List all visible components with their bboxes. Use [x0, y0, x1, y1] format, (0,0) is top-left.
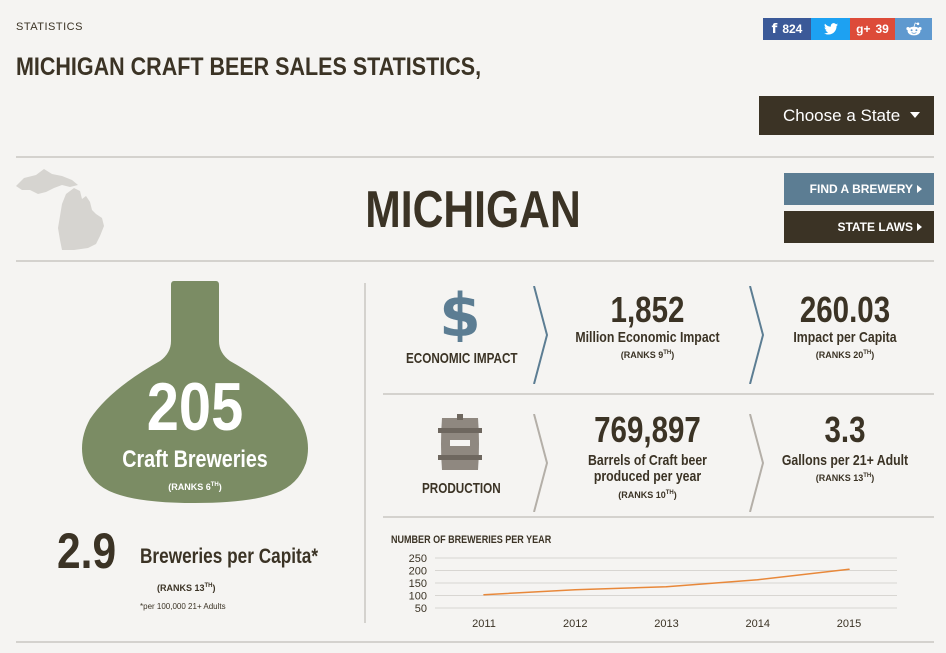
caret-down-icon — [910, 112, 920, 118]
production-label: PRODUCTION — [422, 480, 501, 497]
gallons-per-adult-label: Gallons per 21+ Adult — [781, 452, 909, 469]
y-tick-label: 250 — [409, 553, 427, 565]
per-capita-footnote: *per 100,000 21+ Adults — [140, 602, 226, 611]
googleplus-share-count: 39 — [875, 22, 889, 36]
y-tick-label: 150 — [409, 578, 427, 590]
chart-title: NUMBER OF BREWERIES PER YEAR — [391, 534, 552, 546]
impact-per-capita-value: 260.03 — [799, 289, 891, 330]
x-tick-label: 2011 — [472, 618, 496, 630]
find-brewery-label: FIND A BREWERY — [809, 182, 913, 196]
x-tick-label: 2013 — [654, 618, 678, 630]
impact-per-capita-label: Impact per Capita — [793, 329, 897, 346]
x-tick-label: 2014 — [746, 618, 770, 630]
breadcrumb[interactable]: STATISTICS — [16, 21, 83, 33]
x-tick-label: 2012 — [563, 618, 587, 630]
twitter-icon — [823, 23, 838, 35]
craft-breweries-label: Craft Breweries — [122, 446, 268, 473]
state-laws-label: STATE LAWS — [837, 220, 913, 234]
find-brewery-button[interactable]: FIND A BREWERY — [784, 173, 934, 205]
chevron-divider — [533, 286, 549, 384]
divider — [16, 641, 934, 643]
caret-right-icon — [917, 185, 922, 193]
share-bar: f 824 g+ 39 — [763, 18, 932, 40]
state-laws-button[interactable]: STATE LAWS — [784, 211, 934, 243]
chevron-divider — [749, 286, 765, 384]
googleplus-share-button[interactable]: g+ 39 — [850, 18, 895, 40]
gallons-per-adult-value: 3.3 — [824, 409, 866, 450]
craft-breweries-count: 205 — [146, 369, 244, 445]
x-tick-label: 2015 — [837, 618, 861, 630]
economic-impact-value: 1,852 — [610, 289, 685, 330]
y-tick-label: 50 — [415, 603, 427, 615]
choose-state-label: Choose a State — [783, 105, 901, 125]
divider — [16, 156, 934, 158]
dollar-icon: $ — [440, 286, 480, 342]
breweries-per-capita-label: Breweries per Capita* — [140, 545, 319, 568]
page-title: MICHIGAN CRAFT BEER SALES STATISTICS, — [16, 53, 482, 81]
economic-impact-rank: (RANKS 9TH) — [620, 350, 675, 360]
choose-state-dropdown[interactable]: Choose a State — [759, 96, 934, 135]
growler-bottle-icon — [82, 281, 308, 503]
state-name-heading: MICHIGAN — [365, 181, 581, 239]
chevron-divider — [533, 414, 549, 512]
economic-impact-metric-label: Million Economic Impact — [575, 329, 720, 346]
facebook-icon: f — [771, 21, 778, 37]
data-point — [483, 593, 485, 596]
craft-breweries-rank: (RANKS 6TH) — [168, 482, 222, 492]
barrel-icon — [438, 414, 482, 470]
data-point — [848, 568, 850, 571]
googleplus-icon: g+ — [856, 22, 871, 36]
impact-per-capita-rank: (RANKS 20TH) — [815, 350, 875, 360]
gallons-per-adult-rank: (RANKS 13TH) — [815, 473, 875, 483]
y-tick-label: 100 — [409, 591, 427, 603]
data-point — [574, 588, 577, 591]
divider — [383, 516, 934, 518]
twitter-share-button[interactable] — [811, 18, 850, 40]
facebook-share-count: 824 — [782, 22, 803, 36]
reddit-share-button[interactable] — [895, 18, 932, 40]
reddit-icon — [905, 22, 922, 36]
data-point — [756, 578, 759, 581]
facebook-share-button[interactable]: f 824 — [763, 18, 811, 40]
breweries-per-capita-value: 2.9 — [57, 523, 117, 579]
barrels-produced-rank: (RANKS 10TH) — [618, 490, 677, 500]
svg-text:$: $ — [440, 286, 480, 342]
divider — [383, 393, 934, 395]
caret-right-icon — [917, 223, 922, 231]
y-tick-label: 200 — [409, 566, 427, 578]
vertical-divider — [364, 283, 366, 623]
divider — [16, 260, 934, 262]
chevron-divider — [749, 414, 765, 512]
economic-impact-label: ECONOMIC IMPACT — [406, 350, 518, 367]
series-line — [483, 568, 850, 596]
data-point — [665, 585, 668, 588]
breweries-per-capita-rank: (RANKS 13TH) — [157, 583, 216, 593]
barrels-produced-label: Barrels of Craft beer produced per year — [588, 452, 707, 485]
michigan-map-icon — [16, 169, 104, 250]
barrels-produced-value: 769,897 — [594, 409, 701, 450]
